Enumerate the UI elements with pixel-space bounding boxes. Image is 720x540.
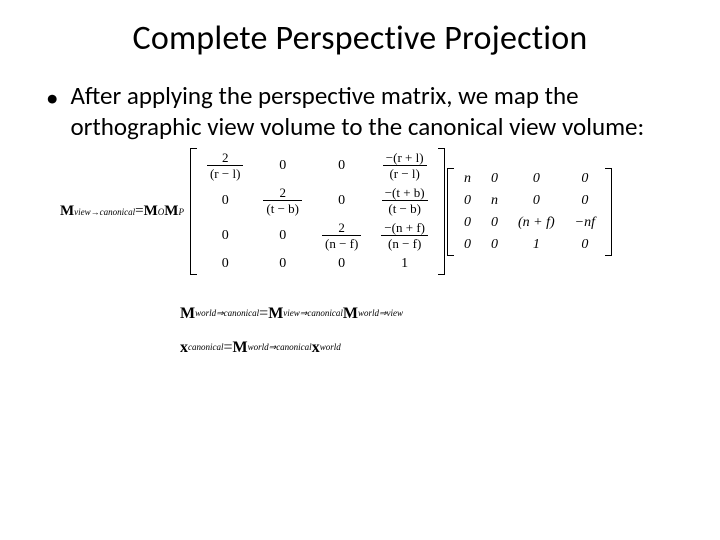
symbol-M: M (268, 297, 283, 331)
matrix-cell: 0 (565, 234, 605, 256)
bullet-marker: • (46, 83, 58, 114)
slide-title: Complete Perspective Projection (50, 18, 670, 59)
subscript: P (178, 207, 184, 217)
matrix-cell-value: 0 (581, 237, 588, 252)
matrix-cell: (n + f) (508, 212, 565, 234)
matrix-cell-value: 0 (581, 171, 588, 186)
matrix-cell: −(r + l)(r − l) (371, 148, 438, 183)
matrix-cell-value: 0 (464, 193, 471, 208)
fraction: 2(t − b) (263, 186, 302, 215)
symbol-x: x (180, 331, 188, 365)
matrix-cell-value: 1 (401, 256, 408, 271)
matrix-cell: n (454, 168, 481, 190)
matrix-cell: 0 (508, 190, 565, 212)
matrix-cell: 2(t − b) (253, 183, 312, 218)
subscript: world⇒canonical (248, 338, 312, 357)
matrix-cell: 0 (197, 183, 253, 218)
equals: = (259, 297, 268, 331)
symbol-x: x (312, 331, 320, 365)
fraction: 2(n − f) (322, 221, 361, 250)
matrix-cell: 0 (197, 218, 253, 253)
matrix-cell: 0 (253, 218, 312, 253)
matrix-cell: 0 (481, 234, 508, 256)
subscript: world⇒canonical (195, 304, 259, 323)
matrix-cell: 0 (312, 183, 371, 218)
math-area: Mview→canonical = MO MP 2(r − l) 0 0 −(r + … (50, 148, 670, 364)
matrix-cell-value: 0 (491, 215, 498, 230)
matrix-cell: 2(r − l) (197, 148, 253, 183)
matrix-cell-value: 0 (491, 237, 498, 252)
matrix-cell: 0 (454, 234, 481, 256)
matrix-cell-value: 0 (222, 256, 229, 271)
subscript: world (320, 338, 341, 357)
matrix-cell: 0 (197, 253, 253, 275)
matrix-cell: 0 (481, 212, 508, 234)
symbol-M: M (144, 203, 158, 220)
slide: Complete Perspective Projection • After … (0, 0, 720, 540)
matrix-cell-value: 0 (464, 237, 471, 252)
fraction: 2(r − l) (207, 151, 243, 180)
symbol-M: M (180, 297, 195, 331)
matrix-cell: 0 (454, 212, 481, 234)
matrix-cell: 0 (565, 168, 605, 190)
ortho-matrix: 2(r − l) 0 0 −(r + l)(r − l) 0 2(t − b) 0 −(t +… (190, 148, 445, 275)
matrix-cell-value: 0 (533, 171, 540, 186)
subscript: view⇒canonical (283, 304, 343, 323)
ortho-matrix-body: 2(r − l) 0 0 −(r + l)(r − l) 0 2(t − b) 0 −(t +… (197, 148, 438, 275)
fraction: −(t + b)(t − b) (382, 186, 428, 215)
matrix-cell: 0 (312, 148, 371, 183)
matrix-cell-value: 0 (533, 193, 540, 208)
matrix-cell-value: n (491, 193, 498, 208)
equals: = (224, 331, 233, 365)
matrix-cell: 0 (253, 148, 312, 183)
matrix-cell-value: 0 (338, 158, 345, 173)
subscript: view→canonical (74, 207, 135, 217)
symbol-M: M (233, 331, 248, 365)
bullet-text: After applying the perspective matrix, w… (70, 81, 670, 142)
eq1-lhs: Mview→canonical = MO MP (60, 203, 184, 220)
equation-world-canonical: Mworld⇒canonical = Mview⇒canonical Mworl… (180, 297, 670, 331)
matrix-cell: n (481, 190, 508, 212)
symbol-M: M (343, 297, 358, 331)
symbol-M: M (164, 203, 178, 220)
fraction: −(n + f)(n − f) (381, 221, 428, 250)
matrix-cell-value: 0 (279, 228, 286, 243)
matrix-cell-value: −nf (575, 215, 595, 230)
matrix-cell-value: 0 (464, 215, 471, 230)
subscript: canonical (188, 338, 224, 357)
matrix-cell-value: 0 (581, 193, 588, 208)
matrix-cell: 0 (253, 253, 312, 275)
matrix-cell: 0 (508, 168, 565, 190)
matrix-cell: 0 (481, 168, 508, 190)
matrix-cell-value: 0 (222, 228, 229, 243)
matrix-cell-value: 1 (533, 237, 540, 252)
subscript: world⇒view (358, 304, 403, 323)
matrix-cell: −(t + b)(t − b) (371, 183, 438, 218)
matrix-cell-value: 0 (491, 171, 498, 186)
persp-matrix: n 0 0 0 0 n 0 0 0 0 (n + f) −nf 0 0 1 0 (447, 168, 612, 256)
matrix-cell-value: 0 (279, 256, 286, 271)
lower-equations: Mworld⇒canonical = Mview⇒canonical Mworl… (180, 297, 670, 364)
bullet-item: • After applying the perspective matrix,… (46, 81, 670, 142)
matrix-cell: 0 (565, 190, 605, 212)
matrix-cell-value: 0 (338, 193, 345, 208)
matrix-cell-value: 0 (279, 158, 286, 173)
matrix-cell: 2(n − f) (312, 218, 371, 253)
matrix-cell-value: 0 (338, 256, 345, 271)
persp-matrix-body: n 0 0 0 0 n 0 0 0 0 (n + f) −nf 0 0 1 0 (454, 168, 605, 256)
matrix-cell-value: (n + f) (518, 215, 555, 230)
matrix-cell: −nf (565, 212, 605, 234)
matrix-cell: 0 (312, 253, 371, 275)
matrix-cell-value: 0 (222, 193, 229, 208)
matrix-cell: −(n + f)(n − f) (371, 218, 438, 253)
matrix-cell: 0 (454, 190, 481, 212)
equation-x-canonical: xcanonical = Mworld⇒canonical xworld (180, 331, 670, 365)
equation-view-canonical: Mview→canonical = MO MP 2(r − l) 0 0 −(r + … (60, 148, 670, 275)
matrix-cell: 1 (371, 253, 438, 275)
matrix-cell: 1 (508, 234, 565, 256)
symbol-M: M (60, 203, 74, 220)
equals: = (135, 203, 143, 220)
matrix-cell-value: n (464, 171, 471, 186)
fraction: −(r + l)(r − l) (383, 151, 427, 180)
